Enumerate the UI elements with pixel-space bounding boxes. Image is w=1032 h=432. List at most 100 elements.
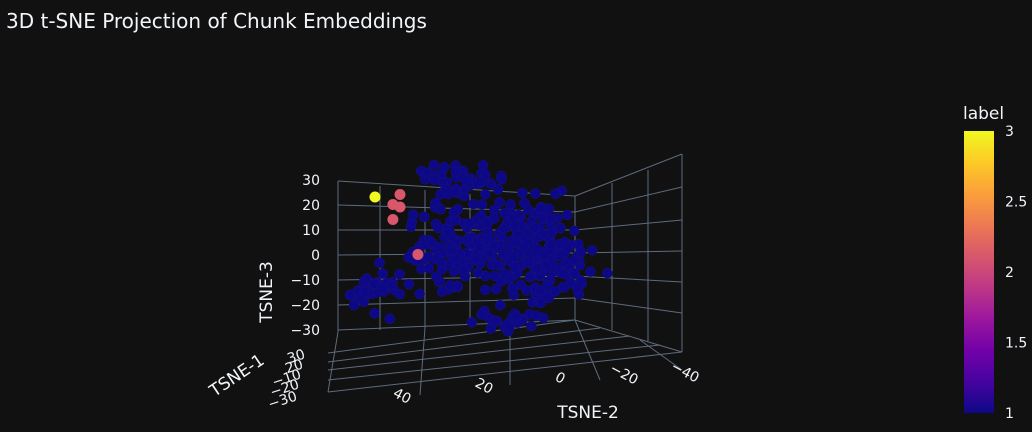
data-point bbox=[488, 239, 499, 251]
colorbar-tick-label: 3 bbox=[1005, 124, 1014, 140]
data-point bbox=[529, 222, 540, 234]
data-point bbox=[585, 266, 596, 277]
data-point bbox=[490, 315, 501, 327]
data-point bbox=[569, 268, 581, 279]
data-point bbox=[535, 297, 547, 308]
data-point bbox=[434, 241, 445, 253]
data-point bbox=[575, 275, 587, 287]
data-point bbox=[490, 283, 502, 295]
data-point bbox=[479, 284, 491, 296]
data-point-highlight bbox=[369, 191, 381, 203]
data-point bbox=[444, 280, 456, 291]
data-point bbox=[361, 273, 372, 284]
data-point-highlight bbox=[394, 189, 406, 200]
data-point bbox=[374, 257, 385, 269]
data-point bbox=[509, 220, 521, 232]
data-point bbox=[439, 161, 450, 173]
grid-line bbox=[574, 153, 683, 197]
data-point bbox=[472, 267, 483, 279]
data-point bbox=[530, 188, 541, 199]
data-point bbox=[523, 204, 534, 215]
data-point bbox=[407, 209, 419, 220]
data-point bbox=[492, 184, 504, 195]
data-point bbox=[496, 173, 507, 185]
data-point bbox=[524, 271, 536, 283]
data-point-highlight bbox=[412, 249, 424, 260]
data-point bbox=[475, 176, 487, 187]
data-point bbox=[418, 211, 430, 223]
data-point bbox=[510, 237, 521, 248]
data-point bbox=[435, 256, 447, 268]
z-tick-label: 20 bbox=[302, 198, 320, 214]
data-point bbox=[550, 188, 561, 199]
data-point bbox=[377, 268, 388, 279]
y-tick-label: 40 bbox=[390, 385, 413, 407]
z-tick-label: 0 bbox=[311, 248, 320, 264]
data-point bbox=[494, 197, 505, 208]
data-point bbox=[509, 262, 520, 273]
grid-line bbox=[574, 219, 683, 231]
data-point bbox=[377, 283, 388, 294]
grid-line bbox=[327, 331, 339, 393]
data-point bbox=[522, 256, 534, 268]
data-point bbox=[517, 187, 528, 199]
data-point bbox=[515, 279, 526, 290]
colorbar-tick-label: 2 bbox=[1005, 265, 1014, 281]
grid-line bbox=[574, 319, 601, 381]
data-point bbox=[499, 207, 510, 219]
data-point bbox=[513, 209, 524, 221]
data-point bbox=[483, 247, 495, 259]
colorbar-tick-label: 1.5 bbox=[1005, 336, 1027, 352]
data-point bbox=[446, 245, 458, 256]
data-point bbox=[403, 278, 415, 290]
chart-title: 3D t-SNE Projection of Chunk Embeddings bbox=[6, 9, 427, 33]
y-tick-label: −20 bbox=[607, 360, 641, 388]
data-point bbox=[531, 310, 543, 321]
data-point bbox=[531, 263, 543, 274]
data-points[interactable] bbox=[344, 159, 613, 337]
data-point bbox=[471, 254, 482, 265]
data-point bbox=[384, 313, 396, 325]
grid-line bbox=[574, 297, 683, 314]
data-point bbox=[442, 227, 454, 239]
data-point bbox=[421, 167, 433, 179]
data-point bbox=[386, 279, 397, 291]
colorbar: label 3 2.5 2 1.5 1 bbox=[963, 104, 1027, 422]
data-point bbox=[489, 270, 501, 282]
data-point bbox=[436, 286, 448, 297]
data-point bbox=[428, 159, 440, 171]
z-tick-label: 30 bbox=[302, 173, 320, 189]
data-point bbox=[467, 198, 479, 210]
data-point bbox=[568, 254, 580, 266]
data-point bbox=[535, 203, 546, 214]
data-point bbox=[423, 262, 435, 274]
data-point bbox=[480, 188, 491, 200]
data-point bbox=[602, 267, 613, 279]
data-point bbox=[430, 271, 442, 282]
data-point bbox=[359, 286, 371, 297]
data-point bbox=[541, 280, 553, 292]
x-tick-label: 30 bbox=[285, 347, 307, 368]
data-point bbox=[511, 311, 522, 322]
data-point bbox=[369, 308, 380, 319]
z-tick-label: −10 bbox=[290, 273, 320, 289]
y-tick-label: −40 bbox=[668, 358, 702, 386]
y-tick-label: 20 bbox=[472, 375, 495, 397]
data-point bbox=[546, 213, 557, 225]
grid-line bbox=[639, 339, 683, 371]
colorbar-gradient bbox=[964, 131, 994, 413]
z-tick-label: 10 bbox=[302, 223, 320, 239]
data-point bbox=[474, 241, 486, 253]
data-point bbox=[403, 251, 414, 263]
data-point bbox=[531, 243, 543, 255]
data-point bbox=[460, 175, 472, 186]
data-point bbox=[498, 223, 509, 235]
data-point bbox=[508, 251, 520, 262]
data-point bbox=[466, 317, 478, 328]
data-point-highlight bbox=[387, 214, 399, 225]
x-axis-title: TSNE-1 bbox=[205, 350, 268, 402]
grid-line bbox=[327, 335, 631, 371]
grid-line bbox=[327, 327, 601, 363]
